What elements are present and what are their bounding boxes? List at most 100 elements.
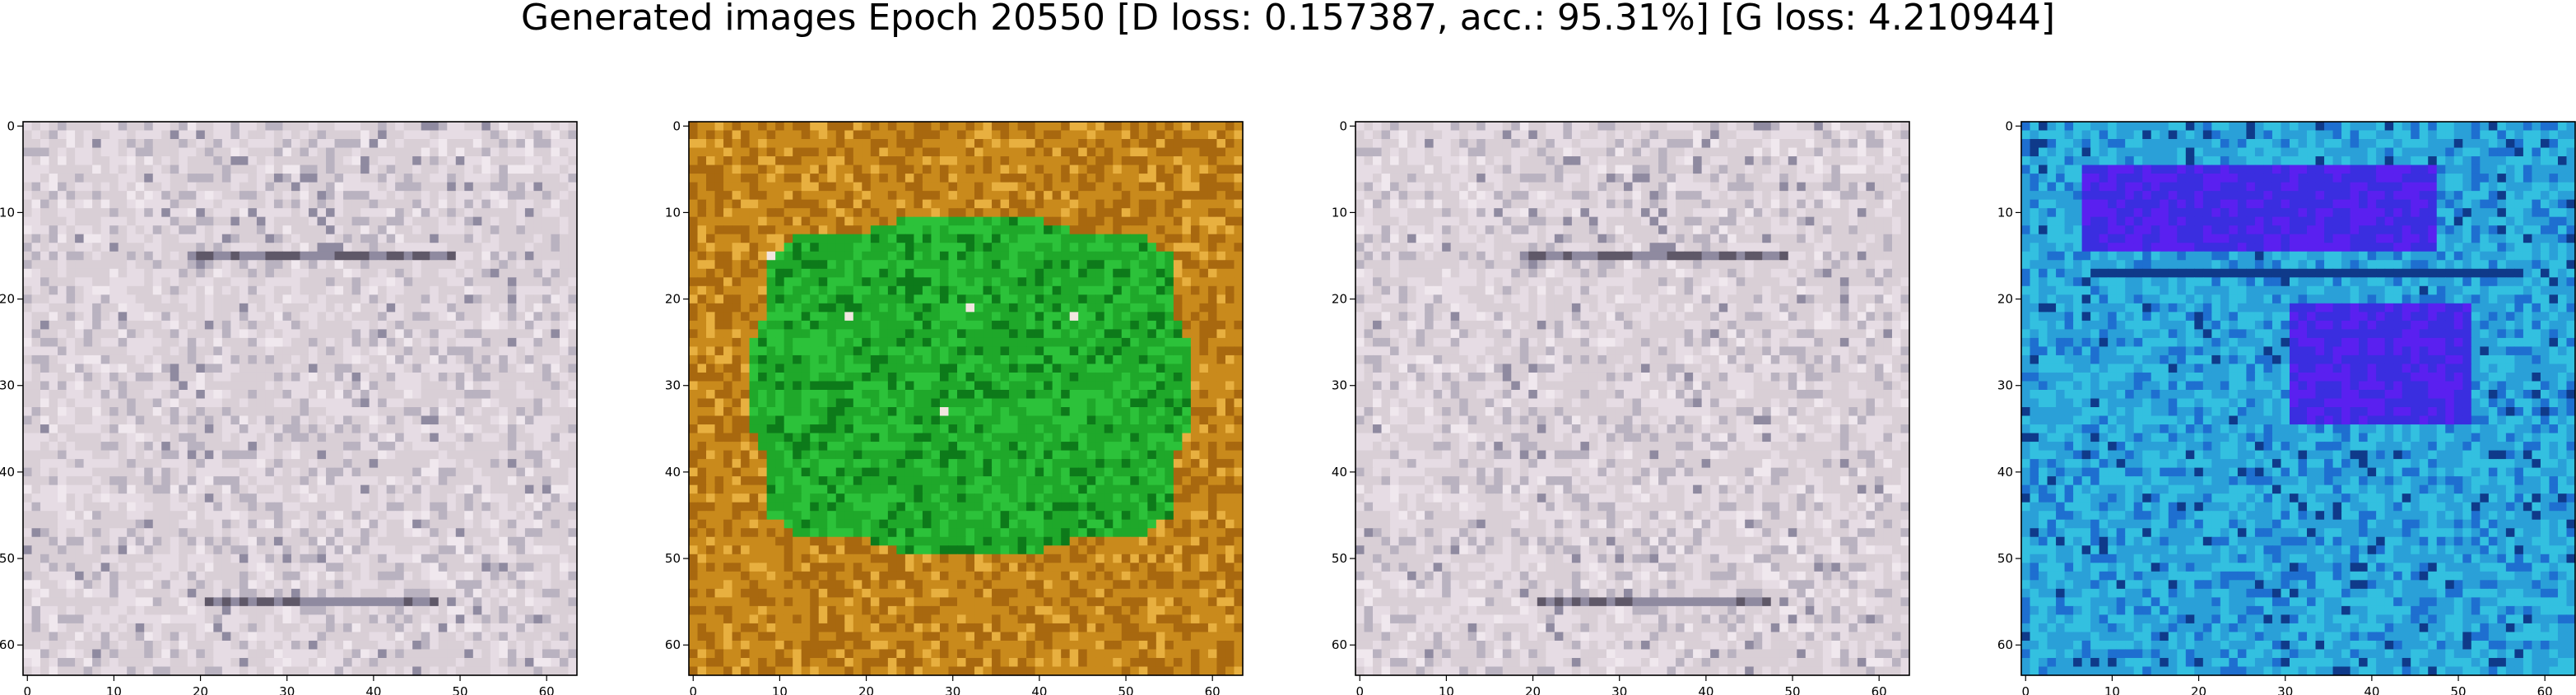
pixel [334,597,344,607]
pixel [170,164,179,174]
pixel [723,182,733,192]
x-tick-label: 0 [23,684,31,695]
pixel [230,156,240,166]
pixel [75,657,85,668]
pixel [118,640,128,651]
pixel [31,450,41,460]
pixel [1147,122,1157,132]
pixel [127,666,137,676]
pixel [309,666,319,676]
pixel [1000,130,1010,140]
pixel [1225,139,1235,149]
pixel [265,657,275,668]
pixel [939,216,950,226]
pixel [455,614,465,624]
pixel [1173,130,1183,140]
pixel [948,139,958,149]
pixel [31,442,41,452]
pixel [551,277,560,287]
pixel [1225,182,1235,192]
pixel [83,364,93,373]
pixel [31,337,41,348]
pixel [187,588,197,598]
pixel [179,320,188,330]
pixel [317,588,327,598]
pixel [221,657,231,668]
pixel [256,216,267,226]
pixel [273,433,284,442]
pixel [300,597,309,607]
pixel [369,354,379,365]
pixel [291,164,301,174]
pixel [758,174,768,183]
pixel [109,536,119,546]
pixel [1009,208,1019,218]
pixel [896,216,906,226]
pixel [49,389,58,400]
pixel [273,294,284,304]
pixel [343,415,353,425]
pixel [351,554,361,563]
pixel [793,208,802,218]
pixel [49,424,58,434]
pixel [395,424,405,434]
pixel [559,381,570,391]
pixel [1199,164,1209,174]
pixel [75,354,85,365]
pixel [386,545,396,555]
pixel [421,354,430,365]
pixel [230,666,240,676]
pixel [395,208,405,218]
pixel [179,354,188,365]
pixel [326,277,336,287]
pixel [58,312,67,322]
pixel [127,442,137,452]
pixel [533,563,543,572]
pixel [481,398,491,408]
pixel [533,528,543,538]
pixel [447,580,457,590]
pixel [870,234,880,243]
pixel [31,484,41,494]
pixel [152,372,162,382]
pixel [317,467,327,477]
pixel [887,182,897,192]
pixel [127,277,137,287]
pixel [187,450,197,460]
pixel [369,563,379,572]
pixel [360,251,370,261]
pixel [421,640,430,651]
pixel [317,554,327,563]
pixel [507,450,517,460]
pixel [118,277,128,287]
pixel [507,536,517,546]
pixel [265,234,275,243]
pixel [516,571,526,581]
pixel [273,415,284,425]
pixel [749,156,759,166]
pixel [31,268,41,278]
pixel [378,329,388,339]
pixel [144,346,154,356]
pixel [481,122,491,132]
pixel [300,147,309,157]
pixel [118,442,128,452]
pixel [524,554,535,563]
pixel [317,640,327,651]
pixel [273,545,284,555]
pixel [559,208,570,218]
pixel [551,459,560,469]
pixel [256,424,267,434]
pixel [507,372,517,382]
pixel [144,216,154,226]
pixel [714,164,724,174]
pixel [1190,182,1201,192]
pixel [412,260,422,270]
pixel [49,174,58,183]
pixel [360,640,370,651]
pixel [100,605,110,615]
pixel [378,666,388,676]
pixel [127,216,137,226]
pixel [369,199,379,209]
pixel [300,174,309,183]
